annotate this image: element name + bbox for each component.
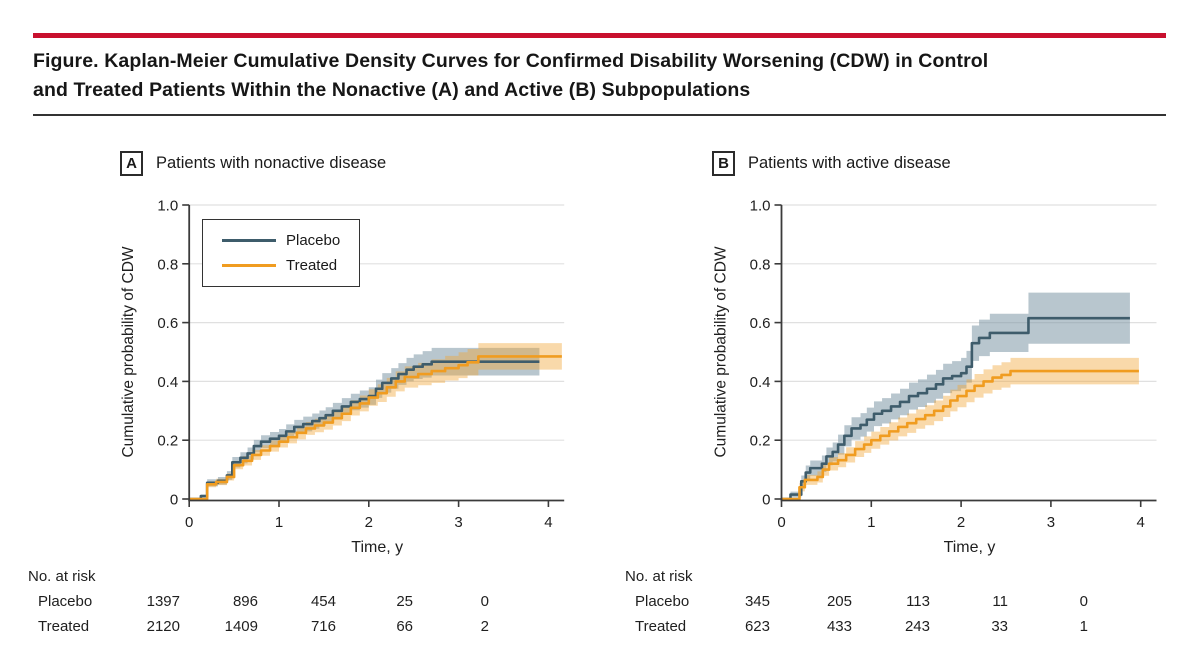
y-tick-label: 0.2 bbox=[157, 433, 178, 450]
y-tick-label: 0.4 bbox=[157, 374, 178, 391]
x-tick-label: 0 bbox=[185, 514, 193, 531]
placebo-confidence-band bbox=[189, 347, 540, 499]
risk-value: 2120 bbox=[146, 618, 180, 635]
placebo-line-swatch bbox=[222, 239, 276, 242]
placebo-curve bbox=[189, 360, 540, 501]
risk-value: 1 bbox=[1079, 618, 1088, 635]
panel-b-title: Patients with active disease bbox=[748, 153, 951, 172]
x-tick-label: 3 bbox=[1047, 514, 1055, 531]
risk-row-label: Treated bbox=[635, 618, 687, 635]
x-tick-label: 4 bbox=[544, 514, 552, 531]
risk-value: 1397 bbox=[146, 593, 180, 610]
risk-row-label: Placebo bbox=[38, 593, 93, 610]
risk-value: 0 bbox=[1079, 593, 1088, 610]
risk-value: 2 bbox=[480, 618, 489, 635]
x-axis-title: Time, y bbox=[351, 539, 403, 556]
risk-table-a-title: No. at risk bbox=[28, 568, 96, 585]
panel-b-letter-badge: B bbox=[712, 150, 735, 176]
risk-value: 25 bbox=[396, 593, 413, 610]
x-axis-title: Time, y bbox=[944, 539, 996, 556]
y-tick-label: 0.8 bbox=[157, 256, 178, 273]
x-tick-label: 0 bbox=[777, 514, 785, 531]
y-tick-label: 1.0 bbox=[157, 198, 178, 215]
risk-value: 1409 bbox=[224, 618, 258, 635]
legend: Placebo Treated bbox=[202, 219, 360, 287]
risk-value: 243 bbox=[904, 618, 930, 635]
treated-curve bbox=[189, 355, 562, 501]
treated-confidence-band bbox=[189, 343, 562, 499]
panel-b-chart: 0 0.2 0.4 0.6 0.8 1.0 0 1 2 3 4 Cumulative probabil… bbox=[713, 198, 1157, 556]
figure-title-line1: Figure. Kaplan-Meier Cumulative Density … bbox=[33, 50, 989, 72]
risk-table-b-title: No. at risk bbox=[625, 568, 693, 585]
panel-a-letter-badge: A bbox=[120, 150, 143, 176]
x-tick-label: 1 bbox=[867, 514, 875, 531]
panel-b-header: B Patients with active disease bbox=[712, 150, 951, 176]
risk-value: 345 bbox=[744, 593, 770, 610]
panel-a-header: A Patients with nonactive disease bbox=[120, 150, 386, 176]
figure-title-line2: and Treated Patients Within the Nonactiv… bbox=[33, 79, 751, 101]
figure-title: Figure. Kaplan-Meier Cumulative Density … bbox=[33, 47, 1173, 105]
risk-value: 66 bbox=[396, 618, 413, 635]
y-tick-label: 0.6 bbox=[750, 315, 771, 332]
risk-value: 716 bbox=[310, 618, 336, 635]
treated-curve bbox=[781, 369, 1139, 501]
treated-line-swatch bbox=[222, 264, 276, 267]
risk-value: 433 bbox=[826, 618, 852, 635]
risk-row-label: Placebo bbox=[635, 593, 690, 610]
panel-a-chart: 0 0.2 0.4 0.6 0.8 1.0 0 1 2 3 4 Cumulative probabil… bbox=[120, 198, 565, 556]
legend-item-placebo: Placebo bbox=[222, 232, 359, 249]
title-divider bbox=[33, 114, 1166, 116]
risk-value: 454 bbox=[310, 593, 336, 610]
y-tick-label: 0.6 bbox=[157, 315, 178, 332]
x-tick-label: 1 bbox=[275, 514, 283, 531]
panel-a-title: Patients with nonactive disease bbox=[156, 153, 387, 172]
y-tick-label: 0.2 bbox=[750, 433, 771, 450]
risk-row-label: Treated bbox=[38, 618, 90, 635]
risk-value: 896 bbox=[232, 593, 258, 610]
accent-bar bbox=[33, 33, 1166, 38]
risk-value: 0 bbox=[480, 593, 489, 610]
placebo-curve bbox=[781, 316, 1130, 501]
legend-label-treated: Treated bbox=[286, 257, 338, 274]
y-tick-label: 0.4 bbox=[750, 374, 771, 391]
risk-value: 113 bbox=[906, 593, 930, 610]
x-tick-label: 4 bbox=[1137, 514, 1145, 531]
legend-item-treated: Treated bbox=[222, 257, 359, 274]
placebo-confidence-band bbox=[781, 292, 1130, 499]
risk-value: 11 bbox=[992, 593, 1008, 610]
risk-value: 33 bbox=[991, 618, 1008, 635]
risk-value: 205 bbox=[826, 593, 852, 610]
x-tick-label: 3 bbox=[454, 514, 462, 531]
y-tick-label: 0 bbox=[762, 492, 770, 509]
x-tick-label: 2 bbox=[365, 514, 373, 531]
y-tick-label: 0 bbox=[170, 492, 178, 509]
x-tick-label: 2 bbox=[957, 514, 965, 531]
y-axis-title: Cumulative probability of CDW bbox=[713, 246, 730, 457]
y-axis-title: Cumulative probability of CDW bbox=[120, 246, 137, 457]
y-tick-label: 0.8 bbox=[750, 256, 771, 273]
legend-label-placebo: Placebo bbox=[286, 232, 341, 249]
risk-value: 623 bbox=[744, 618, 770, 635]
y-tick-label: 1.0 bbox=[750, 198, 771, 215]
